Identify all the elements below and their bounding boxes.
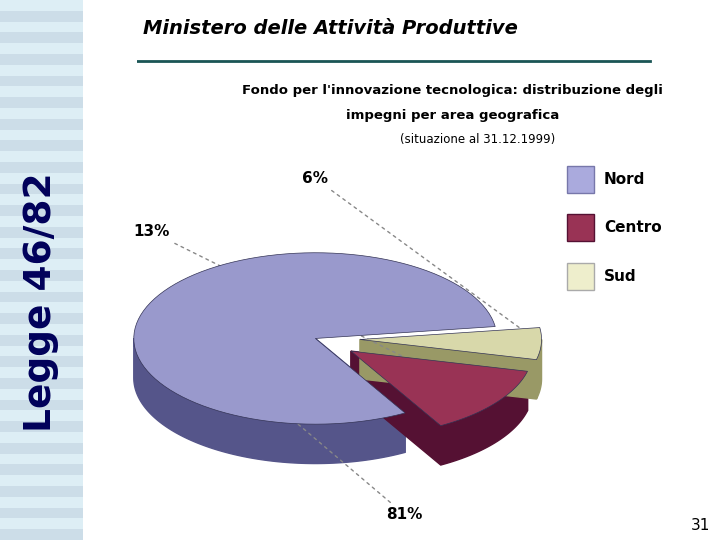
Bar (0, 464, 83, 475)
Bar (0, 11, 83, 22)
Text: Fondo per l'innovazione tecnologica: distribuzione degli: Fondo per l'innovazione tecnologica: dis… (242, 84, 663, 97)
Bar (0, 313, 83, 324)
Text: Nord: Nord (604, 172, 645, 187)
Bar (0, 529, 83, 540)
FancyBboxPatch shape (567, 263, 594, 290)
Bar (0, 162, 83, 173)
Text: 6%: 6% (302, 171, 539, 342)
Bar (0, 346, 83, 356)
Bar (0, 184, 83, 194)
Bar (0, 443, 83, 454)
Bar (0, 97, 83, 108)
Bar (0, 173, 83, 184)
Bar (0, 508, 83, 518)
Text: Centro: Centro (604, 220, 662, 235)
Polygon shape (134, 253, 495, 424)
Bar (0, 151, 83, 162)
Bar (0, 302, 83, 313)
Text: 31: 31 (691, 518, 711, 533)
Polygon shape (360, 340, 536, 399)
Bar (0, 410, 83, 421)
Bar (0, 65, 83, 76)
Bar (0, 421, 83, 432)
Bar (0, 32, 83, 43)
Polygon shape (351, 351, 528, 426)
Bar (0, 216, 83, 227)
Bar (0, 0, 83, 11)
Polygon shape (315, 339, 405, 453)
Text: Legge 46/82: Legge 46/82 (23, 173, 60, 432)
Bar (0, 389, 83, 400)
Bar (0, 22, 83, 32)
FancyBboxPatch shape (567, 166, 594, 192)
Polygon shape (536, 340, 541, 399)
Bar (0, 356, 83, 367)
Bar (0, 76, 83, 86)
Bar (0, 248, 83, 259)
Bar (0, 400, 83, 410)
Polygon shape (134, 339, 405, 463)
Bar (0, 205, 83, 216)
Bar (0, 227, 83, 238)
Bar (0, 486, 83, 497)
FancyBboxPatch shape (567, 214, 594, 241)
Bar (0, 454, 83, 464)
Bar (0, 140, 83, 151)
Bar (0, 108, 83, 119)
Bar (0, 432, 83, 443)
Text: 81%: 81% (155, 302, 423, 522)
Bar (0, 54, 83, 65)
Bar (0, 270, 83, 281)
Bar (0, 194, 83, 205)
Bar (0, 281, 83, 292)
Bar (0, 475, 83, 486)
Bar (0, 86, 83, 97)
Text: Ministero delle Attività Produttive: Ministero delle Attività Produttive (143, 19, 518, 38)
Text: impegni per area geografica: impegni per area geografica (346, 109, 559, 122)
Bar (0, 497, 83, 508)
Bar (0, 238, 83, 248)
Bar (0, 324, 83, 335)
Bar (0, 119, 83, 130)
Polygon shape (441, 372, 528, 465)
Bar (0, 292, 83, 302)
Polygon shape (351, 351, 528, 410)
Bar (0, 518, 83, 529)
Text: 13%: 13% (133, 225, 493, 401)
Polygon shape (351, 351, 441, 465)
Polygon shape (360, 328, 541, 360)
Bar (0, 259, 83, 270)
Bar (0, 43, 83, 54)
Bar (0, 130, 83, 140)
Bar (0, 378, 83, 389)
Text: (situazione al 31.12.1999): (situazione al 31.12.1999) (400, 133, 556, 146)
Bar (0, 367, 83, 378)
Text: Sud: Sud (604, 269, 636, 284)
Bar (0, 335, 83, 346)
